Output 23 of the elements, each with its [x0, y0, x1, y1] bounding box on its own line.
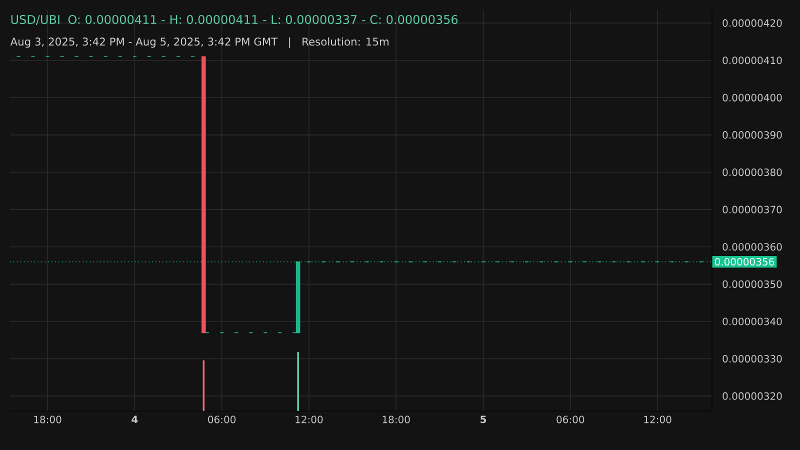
x-tick-label: 06:00 — [556, 416, 584, 424]
y-tick-label: 0.00000420 — [722, 19, 782, 27]
y-tick-label: 0.00000360 — [722, 243, 782, 251]
x-tick-label: 06:00 — [208, 416, 236, 424]
y-tick-label: 0.00000370 — [722, 206, 782, 214]
y-tick-label: 0.00000320 — [722, 392, 782, 400]
y-tick-label: 0.00000330 — [722, 354, 782, 363]
annotation: O: 0.00000411 - H: 0.00000411 - L: 0.00000337 - C: 0.00000356 — [68, 14, 458, 24]
y-tick-label: 0.00000350 — [722, 280, 782, 288]
x-tick-label: 18:00 — [34, 416, 62, 424]
y-tick-label: 0.00000410 — [722, 56, 782, 64]
y-tick-label: 0.00000400 — [722, 94, 782, 102]
ref-line-label: 0.00000356 — [714, 258, 774, 266]
y-tick-label: 0.00000380 — [722, 168, 782, 176]
text: Aug 3, 2025, 3:42 PM - Aug 5, 2025, 3:42 PM GMT | Resolution: 15m — [10, 37, 388, 48]
x-tick-label: 4 — [132, 416, 138, 423]
chart-title: USD/UBI — [11, 14, 60, 25]
x-tick-label: 5 — [480, 416, 486, 424]
x-tick-label: 12:00 — [644, 416, 672, 424]
y-tick-label: 0.00000340 — [722, 318, 782, 326]
x-tick-label: 12:00 — [296, 416, 323, 424]
x-tick-label: 18:00 — [382, 416, 410, 424]
y-tick-label: 0.00000390 — [722, 131, 782, 139]
